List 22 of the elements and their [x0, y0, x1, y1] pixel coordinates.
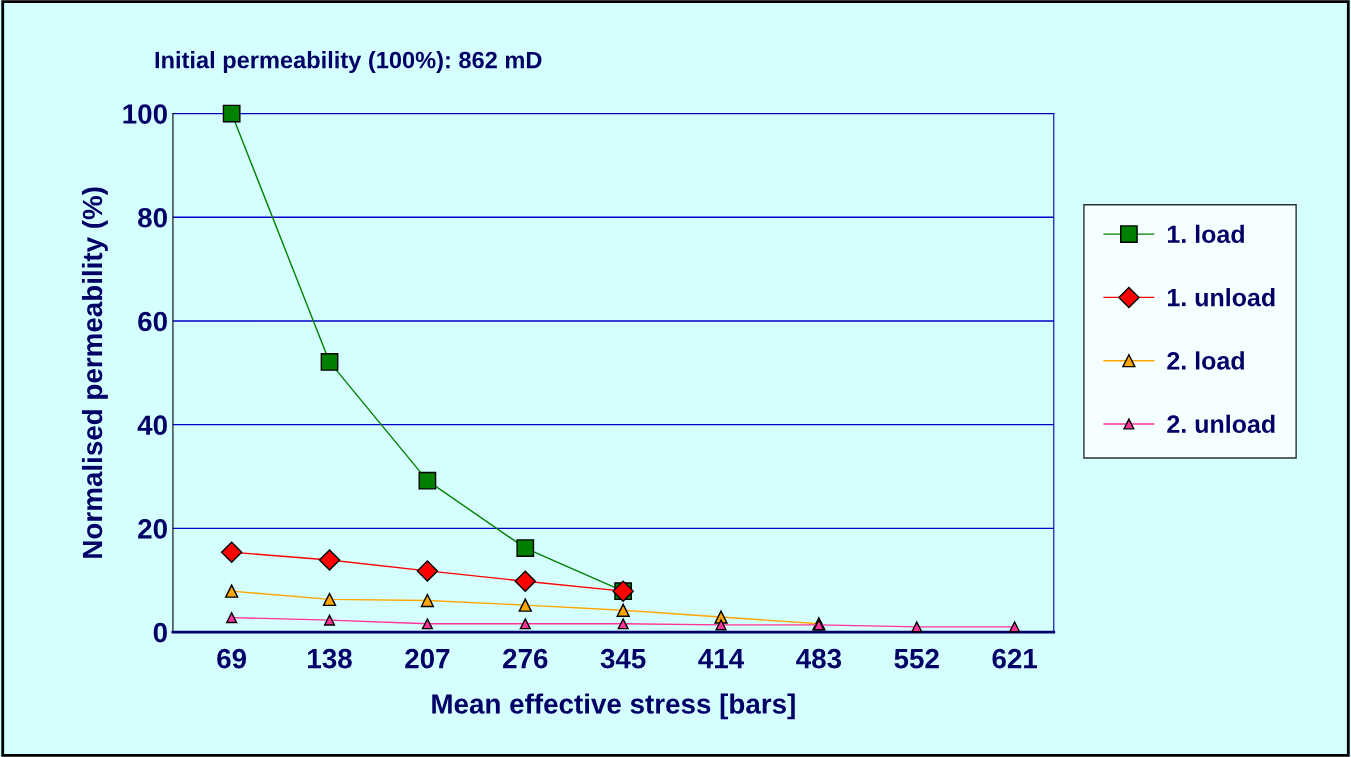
- y-tick-label: 60: [138, 311, 167, 332]
- x-tick-label: 414: [698, 649, 745, 669]
- x-tick-label: 276: [503, 648, 548, 669]
- legend-label: 2. load: [1167, 351, 1244, 370]
- chart-title: Initial permeability (100%): 862 mD: [155, 51, 542, 74]
- y-axis-title: Normalised permeability (%): [81, 187, 108, 558]
- y-tick-label: 100: [123, 104, 167, 124]
- x-tick-label: 138: [308, 648, 352, 669]
- legend-label: 1. load: [1167, 224, 1244, 244]
- legend-label: 1. unload: [1167, 288, 1275, 307]
- y-tick-label: 80: [138, 207, 167, 228]
- y-tick-label: 40: [137, 415, 167, 436]
- x-tick-label: 552: [894, 648, 939, 669]
- x-tick-label: 207: [405, 648, 450, 669]
- x-tick-label: 345: [600, 648, 646, 669]
- y-tick-label: 20: [138, 519, 167, 539]
- x-tick-label: 621: [992, 648, 1038, 669]
- legend-label: 2. unload: [1167, 414, 1275, 434]
- x-tick-label: 483: [796, 648, 842, 669]
- x-axis-title: Mean effective stress [bars]: [432, 693, 795, 720]
- x-tick-label: 69: [217, 648, 247, 669]
- y-tick-label: 0: [153, 622, 167, 643]
